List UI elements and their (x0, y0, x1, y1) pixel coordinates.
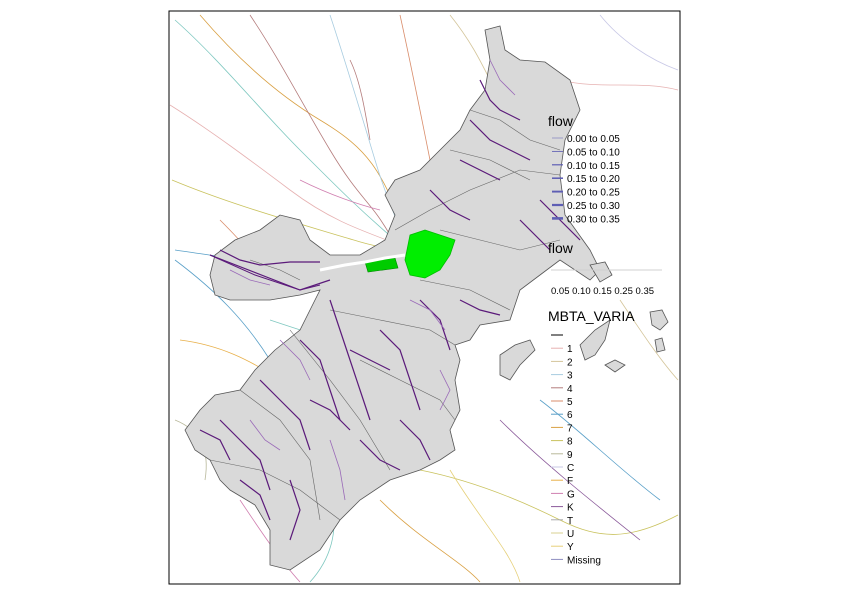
mbta-legend-label: K (567, 503, 574, 514)
flow-legend-label: 0.20 to 0.25 (567, 188, 620, 199)
mbta-legend-label: 8 (567, 437, 573, 448)
neighborhood-boundaries (209, 109, 561, 521)
mbta-legend-label: 2 (567, 357, 573, 368)
mbta-legend-label: 6 (567, 410, 573, 421)
flow-network-light (229, 59, 516, 501)
flow-legend-label: 0.15 to 0.20 (567, 174, 620, 185)
mbta-legend-label: 7 (567, 423, 573, 434)
mbta-legend-label: F (567, 476, 573, 487)
mbta-legend-label: 3 (567, 371, 573, 382)
mbta-legend-title: MBTA_VARIA (548, 308, 635, 324)
highlight-area (364, 229, 456, 279)
land-polygon-main (184, 25, 601, 571)
flow-legend-label: 0.00 to 0.05 (567, 134, 620, 145)
land-polygon-island (499, 339, 536, 381)
flow-legend: flow 0.00 to 0.05 0.05 to 0.10 0.10 to 0.1… (548, 113, 620, 225)
flow-width-labels: 0.05 0.10 0.15 0.25 0.35 (551, 286, 654, 297)
mbta-legend-label: 1 (567, 344, 573, 355)
flow-line-long (209, 254, 321, 291)
mbta-legend-label: 4 (567, 384, 573, 395)
mbta-legend-label: C (567, 463, 574, 474)
mbta-legend-label: T (567, 516, 573, 527)
land-polygon-island (649, 309, 669, 331)
flow-width-legend: flow 0.05 0.10 0.15 0.25 0.35 (548, 240, 662, 297)
flow-legend-label: 0.10 to 0.15 (567, 161, 620, 172)
flow-legend-label: 0.30 to 0.35 (567, 214, 620, 225)
mbta-legend-label: Missing (567, 555, 601, 566)
background-route-lines (169, 14, 679, 583)
mbta-legend-label: Y (567, 542, 574, 553)
mbta-legend-label: G (567, 489, 575, 500)
flow-legend-title: flow (548, 113, 574, 129)
flow-network (199, 79, 581, 541)
land-polygon-island (579, 319, 611, 361)
land-polygon-island (604, 359, 626, 373)
flow-legend-label: 0.05 to 0.10 (567, 147, 620, 158)
land-polygon-island (654, 337, 666, 353)
land-polygon-island (589, 261, 613, 283)
mbta-legend-label: 5 (567, 397, 573, 408)
mbta-legend-label: 9 (567, 450, 573, 461)
flow-width-legend-title: flow (548, 240, 574, 256)
river-line (319, 253, 406, 272)
mbta-legend-label: U (567, 529, 574, 540)
flow-legend-label: 0.25 to 0.30 (567, 201, 620, 212)
